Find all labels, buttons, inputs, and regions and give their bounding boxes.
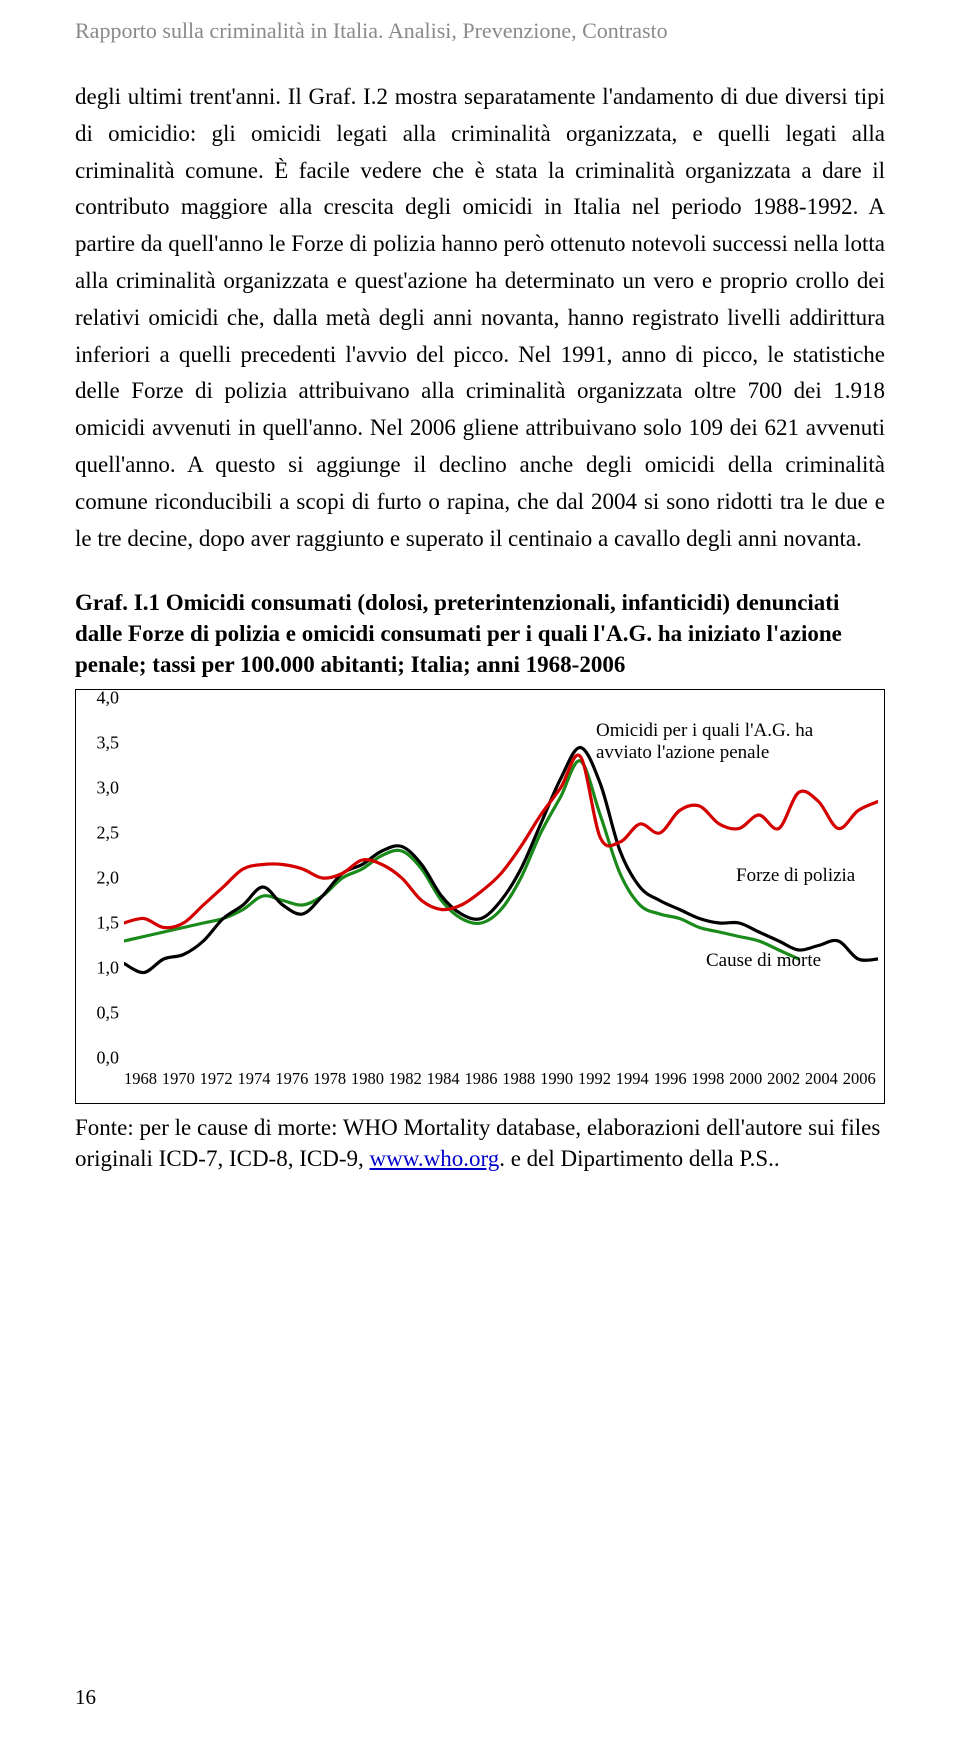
- source-link[interactable]: www.who.org: [370, 1146, 500, 1171]
- y-tick-label: 3,5: [79, 732, 119, 753]
- x-tick-label: 1986: [464, 1069, 497, 1089]
- x-tick-label: 2000: [729, 1069, 762, 1089]
- legend-ag: Omicidi per i quali l'A.G. ha avviato l'…: [596, 720, 856, 766]
- x-axis: 1968197019721974197619781980198219841986…: [124, 1069, 876, 1089]
- x-tick-label: 1988: [502, 1069, 535, 1089]
- x-tick-label: 1974: [237, 1069, 270, 1089]
- x-tick-label: 2006: [843, 1069, 876, 1089]
- caption-text: Omicidi consumati (dolosi, preterintenzi…: [75, 590, 842, 677]
- y-tick-label: 4,0: [79, 689, 119, 709]
- page-number: 16: [75, 1685, 96, 1710]
- y-tick-label: 2,5: [79, 822, 119, 843]
- x-tick-label: 1990: [540, 1069, 573, 1089]
- source-post: . e del Dipartimento della P.S..: [499, 1146, 779, 1171]
- x-tick-label: 1996: [654, 1069, 687, 1089]
- series-police: [124, 747, 878, 972]
- y-tick-label: 0,0: [79, 1047, 119, 1068]
- x-tick-label: 1972: [200, 1069, 233, 1089]
- y-tick-label: 1,5: [79, 912, 119, 933]
- legend-deaths: Cause di morte: [706, 950, 821, 973]
- x-tick-label: 1976: [275, 1069, 308, 1089]
- x-tick-label: 1998: [691, 1069, 724, 1089]
- x-tick-label: 1968: [124, 1069, 157, 1089]
- y-tick-label: 3,0: [79, 777, 119, 798]
- figure-caption: Graf. I.1 Omicidi consumati (dolosi, pre…: [75, 587, 885, 680]
- y-tick-label: 1,0: [79, 957, 119, 978]
- x-tick-label: 1980: [351, 1069, 384, 1089]
- x-tick-label: 1982: [389, 1069, 422, 1089]
- x-tick-label: 2002: [767, 1069, 800, 1089]
- series-deaths: [124, 760, 799, 958]
- x-tick-label: 1994: [616, 1069, 649, 1089]
- x-tick-label: 2004: [805, 1069, 838, 1089]
- x-tick-label: 1978: [313, 1069, 346, 1089]
- page-header: Rapporto sulla criminalità in Italia. An…: [75, 0, 885, 79]
- body-paragraph: degli ultimi trent'anni. Il Graf. I.2 mo…: [75, 79, 885, 557]
- caption-label: Graf. I.1: [75, 590, 160, 615]
- x-tick-label: 1992: [578, 1069, 611, 1089]
- source-note: Fonte: per le cause di morte: WHO Mortal…: [75, 1112, 885, 1174]
- y-tick-label: 2,0: [79, 867, 119, 888]
- chart-container: 0,0 0,5 1,0 1,5 2,0 2,5 3,0 3,5 4,0 Omicidi per …: [75, 689, 885, 1104]
- legend-police: Forze di polizia: [736, 865, 855, 888]
- y-tick-label: 0,5: [79, 1002, 119, 1023]
- x-tick-label: 1970: [162, 1069, 195, 1089]
- x-tick-label: 1984: [427, 1069, 460, 1089]
